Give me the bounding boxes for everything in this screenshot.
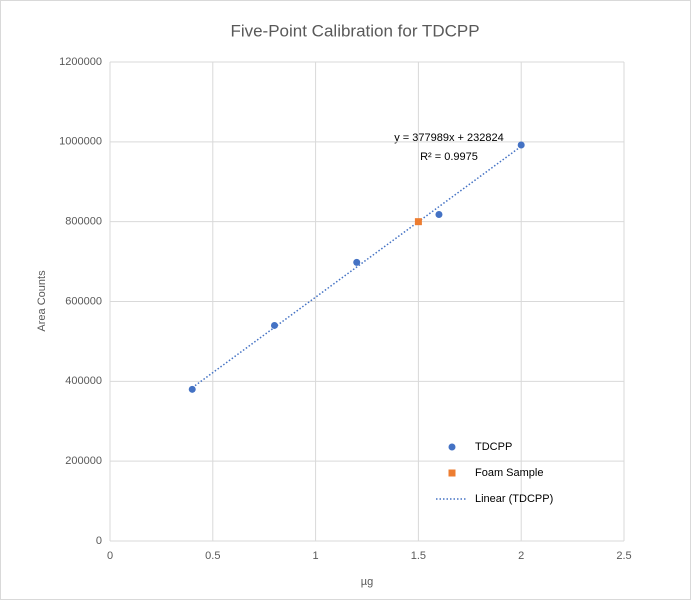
y-tick-label: 1000000 [59, 136, 102, 148]
legend-marker [448, 443, 456, 451]
chart-title: Five-Point Calibration for TDCPP [230, 21, 479, 40]
y-tick-label: 200000 [65, 455, 102, 467]
data-point [270, 321, 278, 329]
x-tick-label: 2 [518, 550, 524, 562]
legend-label: Linear (TDCPP) [475, 493, 553, 505]
y-axis-title: Area Counts [36, 270, 48, 332]
x-tick-label: 1 [313, 550, 319, 562]
data-point [414, 218, 422, 226]
data-point [188, 385, 196, 393]
legend-label: TDCPP [475, 441, 512, 453]
trendline-equation: y = 377989x + 232824 [394, 132, 503, 144]
data-point [435, 210, 443, 218]
y-tick-label: 1200000 [59, 56, 102, 68]
data-point [353, 258, 361, 266]
legend-marker [448, 469, 456, 477]
x-tick-label: 0 [107, 550, 113, 562]
data-point [517, 141, 525, 149]
x-axis-title: µg [361, 576, 373, 588]
y-tick-label: 400000 [65, 375, 102, 387]
trendline [191, 145, 522, 389]
x-tick-label: 1.5 [411, 550, 426, 562]
trendline-r2: R² = 0.9975 [420, 151, 478, 163]
y-tick-label: 800000 [65, 216, 102, 228]
y-tick-label: 0 [96, 535, 102, 547]
y-tick-label: 600000 [65, 295, 102, 307]
x-tick-label: 0.5 [205, 550, 220, 562]
x-tick-label: 2.5 [616, 550, 631, 562]
legend-label: Foam Sample [475, 467, 543, 479]
